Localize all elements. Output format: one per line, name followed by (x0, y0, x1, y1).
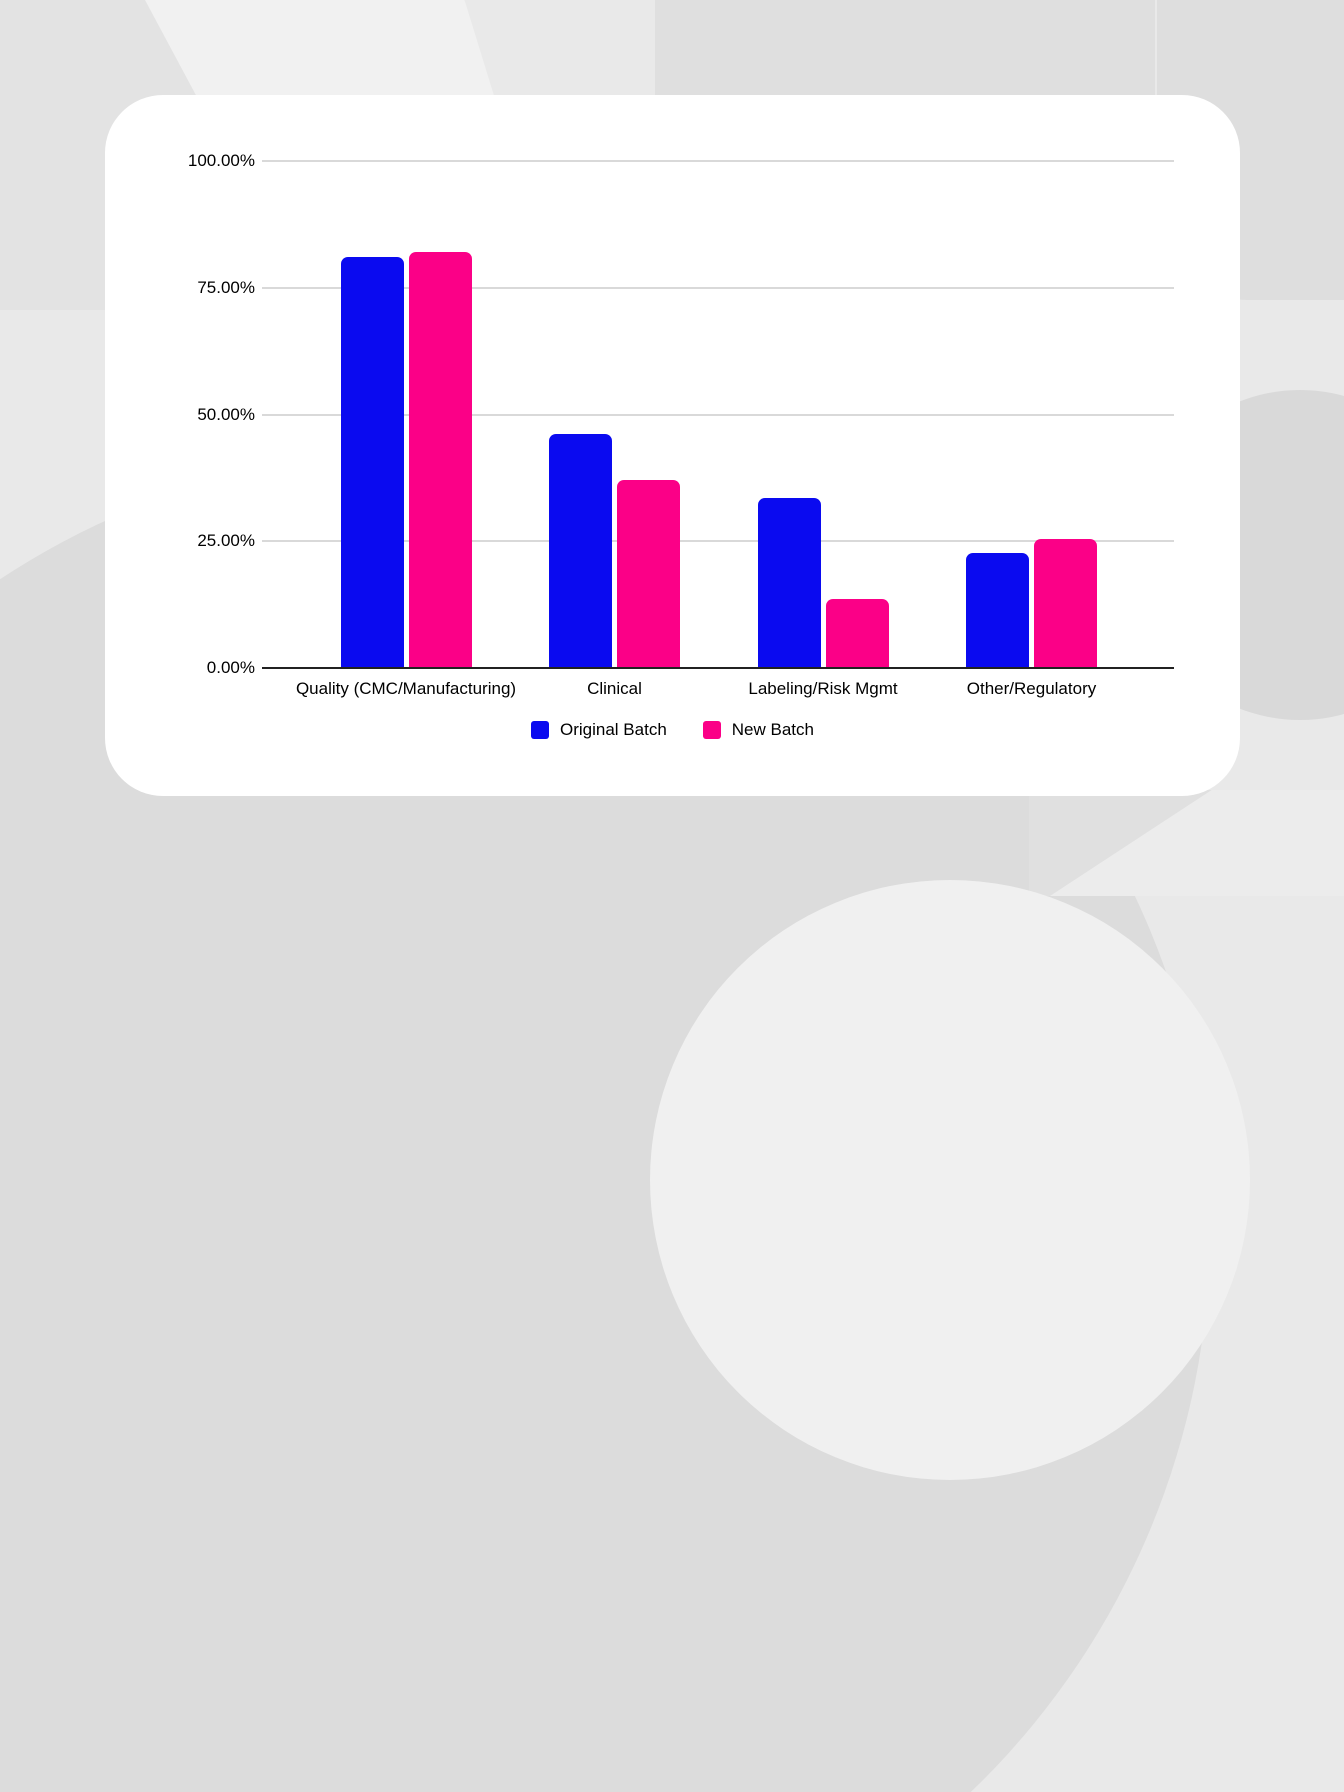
x-axis-baseline (262, 667, 1174, 669)
legend-label: New Batch (731, 720, 814, 739)
bar-original-batch (549, 433, 612, 668)
grouped-bar-chart: 100.00% 75.00% 50.00% 25.00% 0.00% Quality (… (105, 95, 1240, 796)
legend-swatch (531, 721, 549, 739)
gridline (262, 160, 1174, 162)
gridline (262, 413, 1174, 416)
y-tick-label: 0.00% (206, 658, 255, 677)
bar-new-batch (408, 251, 472, 668)
x-category-label: Quality (CMC/Manufacturing) (295, 679, 517, 698)
chart-card: 100.00% 75.00% 50.00% 25.00% 0.00% Quality (… (105, 95, 1240, 796)
bar-original-batch (340, 257, 404, 668)
gridline (262, 286, 1174, 289)
legend-swatch (702, 721, 721, 739)
x-category-label: Clinical (587, 679, 642, 698)
bar-new-batch (617, 480, 680, 668)
background-shape-circle-bottom (650, 880, 1250, 1480)
gridline (262, 540, 1174, 543)
bar-original-batch (757, 498, 821, 668)
legend-item-original-batch: Original Batch (531, 720, 667, 740)
y-tick-label: 50.00% (197, 404, 255, 424)
bar-new-batch (825, 599, 889, 668)
bar-new-batch (1034, 539, 1097, 668)
y-tick-label: 75.00% (197, 277, 255, 297)
y-tick-label: 100.00% (187, 151, 255, 170)
bar-original-batch (966, 552, 1029, 668)
legend-item-new-batch: New Batch (702, 720, 814, 740)
y-tick-label: 25.00% (197, 531, 255, 551)
chart-legend: Original Batch New Batch (105, 720, 1240, 740)
x-category-label: Other/Regulatory (966, 679, 1097, 698)
x-category-label: Labeling/Risk Mgmt (748, 679, 898, 698)
legend-label: Original Batch (560, 720, 667, 739)
